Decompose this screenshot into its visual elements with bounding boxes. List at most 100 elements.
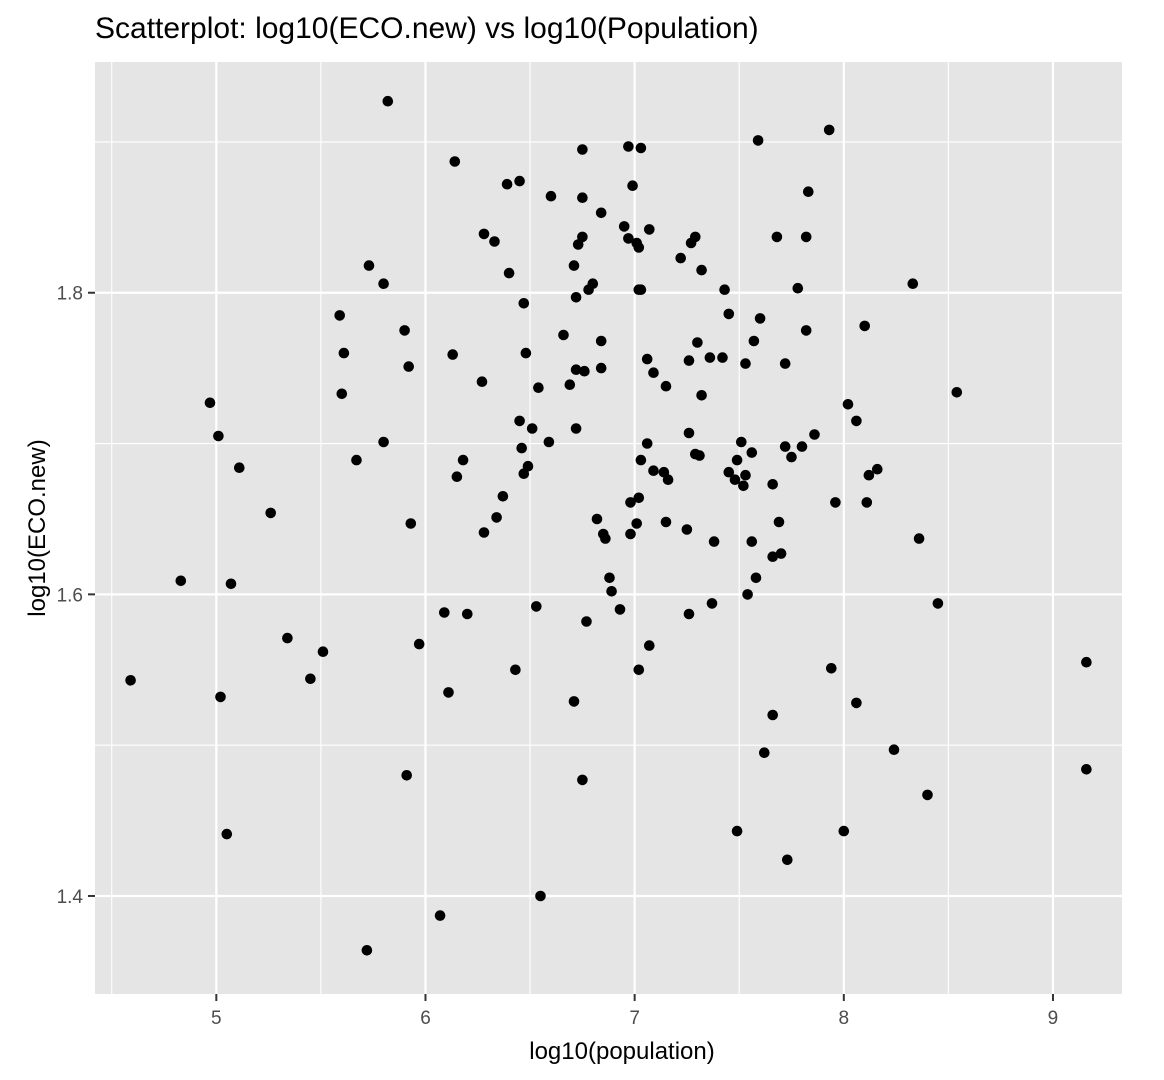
- data-point: [305, 673, 316, 685]
- data-point: [215, 691, 226, 703]
- data-point: [514, 175, 525, 187]
- data-point: [518, 298, 530, 309]
- data-point: [623, 141, 634, 152]
- data-point: [625, 497, 636, 508]
- data-point: [800, 231, 812, 243]
- data-point: [623, 233, 634, 244]
- data-point: [618, 221, 630, 232]
- data-point: [614, 604, 626, 615]
- data-point: [221, 828, 233, 840]
- data-point: [767, 709, 778, 721]
- data-point: [405, 518, 417, 529]
- y-axis-title: log10(ECO.new): [24, 439, 51, 616]
- data-point: [731, 825, 743, 837]
- data-point: [175, 575, 187, 587]
- data-point: [625, 528, 636, 540]
- data-point: [581, 616, 592, 627]
- x-axis-ticks: 5 6 7 8 9: [211, 994, 1058, 1029]
- data-point: [740, 358, 751, 369]
- data-point: [767, 551, 778, 562]
- data-point: [595, 207, 607, 219]
- data-point: [775, 548, 787, 559]
- data-point: [740, 469, 751, 481]
- data-point: [660, 380, 672, 392]
- data-point: [729, 474, 741, 486]
- data-point: [723, 466, 735, 478]
- data-point: [717, 352, 728, 363]
- data-point: [830, 497, 841, 508]
- data-point: [660, 516, 672, 528]
- data-points: [125, 95, 1092, 956]
- data-point: [796, 441, 808, 452]
- data-point: [872, 463, 883, 475]
- data-point: [861, 497, 873, 508]
- data-point: [708, 536, 720, 547]
- data-point: [497, 491, 509, 502]
- data-point: [533, 382, 544, 394]
- data-point: [773, 516, 785, 528]
- data-point: [907, 278, 919, 290]
- data-point: [434, 910, 446, 921]
- data-point: [317, 646, 329, 657]
- data-point: [641, 353, 653, 365]
- data-point: [696, 264, 707, 276]
- data-point: [932, 598, 944, 609]
- data-point: [692, 337, 703, 348]
- data-point: [579, 365, 590, 377]
- data-point: [809, 429, 820, 440]
- data-point: [535, 890, 546, 902]
- data-point: [922, 789, 933, 801]
- data-point: [826, 663, 837, 674]
- data-point: [600, 533, 611, 544]
- data-point: [823, 124, 835, 136]
- data-point: [545, 190, 557, 202]
- data-point: [746, 536, 758, 547]
- data-point: [723, 308, 735, 320]
- data-point: [606, 586, 617, 597]
- data-point: [746, 447, 758, 458]
- data-point: [204, 397, 216, 409]
- data-point: [338, 347, 350, 359]
- data-point: [491, 512, 502, 523]
- major-grid: [95, 62, 1122, 994]
- data-point: [779, 441, 791, 452]
- data-point: [225, 578, 237, 590]
- x-tick-label: 6: [420, 1008, 431, 1029]
- data-point: [683, 427, 695, 439]
- data-point: [842, 399, 854, 410]
- y-tick-label: 1.6: [57, 585, 83, 606]
- data-point: [449, 156, 461, 167]
- data-point: [752, 135, 764, 146]
- x-tick-label: 8: [839, 1008, 850, 1029]
- data-point: [631, 518, 642, 529]
- data-point: [838, 825, 850, 837]
- data-point: [439, 607, 450, 618]
- data-point: [648, 367, 659, 379]
- data-point: [522, 460, 534, 472]
- data-point: [401, 770, 413, 781]
- data-point: [738, 480, 749, 492]
- data-point: [265, 507, 277, 519]
- data-point: [803, 186, 814, 197]
- data-point: [399, 325, 410, 336]
- y-tick-label: 1.4: [57, 887, 84, 908]
- data-point: [786, 451, 797, 463]
- data-point: [378, 278, 389, 290]
- chart-title: Scatterplot: log10(ECO.new) vs log10(Pop…: [95, 12, 759, 45]
- data-point: [526, 423, 538, 434]
- data-point: [336, 388, 348, 400]
- data-point: [683, 355, 695, 366]
- data-point: [627, 180, 638, 191]
- data-point: [510, 664, 521, 676]
- data-point: [767, 479, 778, 490]
- data-point: [558, 329, 569, 341]
- data-point: [750, 572, 762, 584]
- data-point: [570, 292, 582, 303]
- data-point: [403, 361, 415, 372]
- data-point: [568, 696, 580, 707]
- data-point: [633, 242, 645, 253]
- data-point: [731, 454, 743, 466]
- data-point: [696, 390, 707, 401]
- data-point: [641, 438, 653, 449]
- data-point: [913, 533, 925, 544]
